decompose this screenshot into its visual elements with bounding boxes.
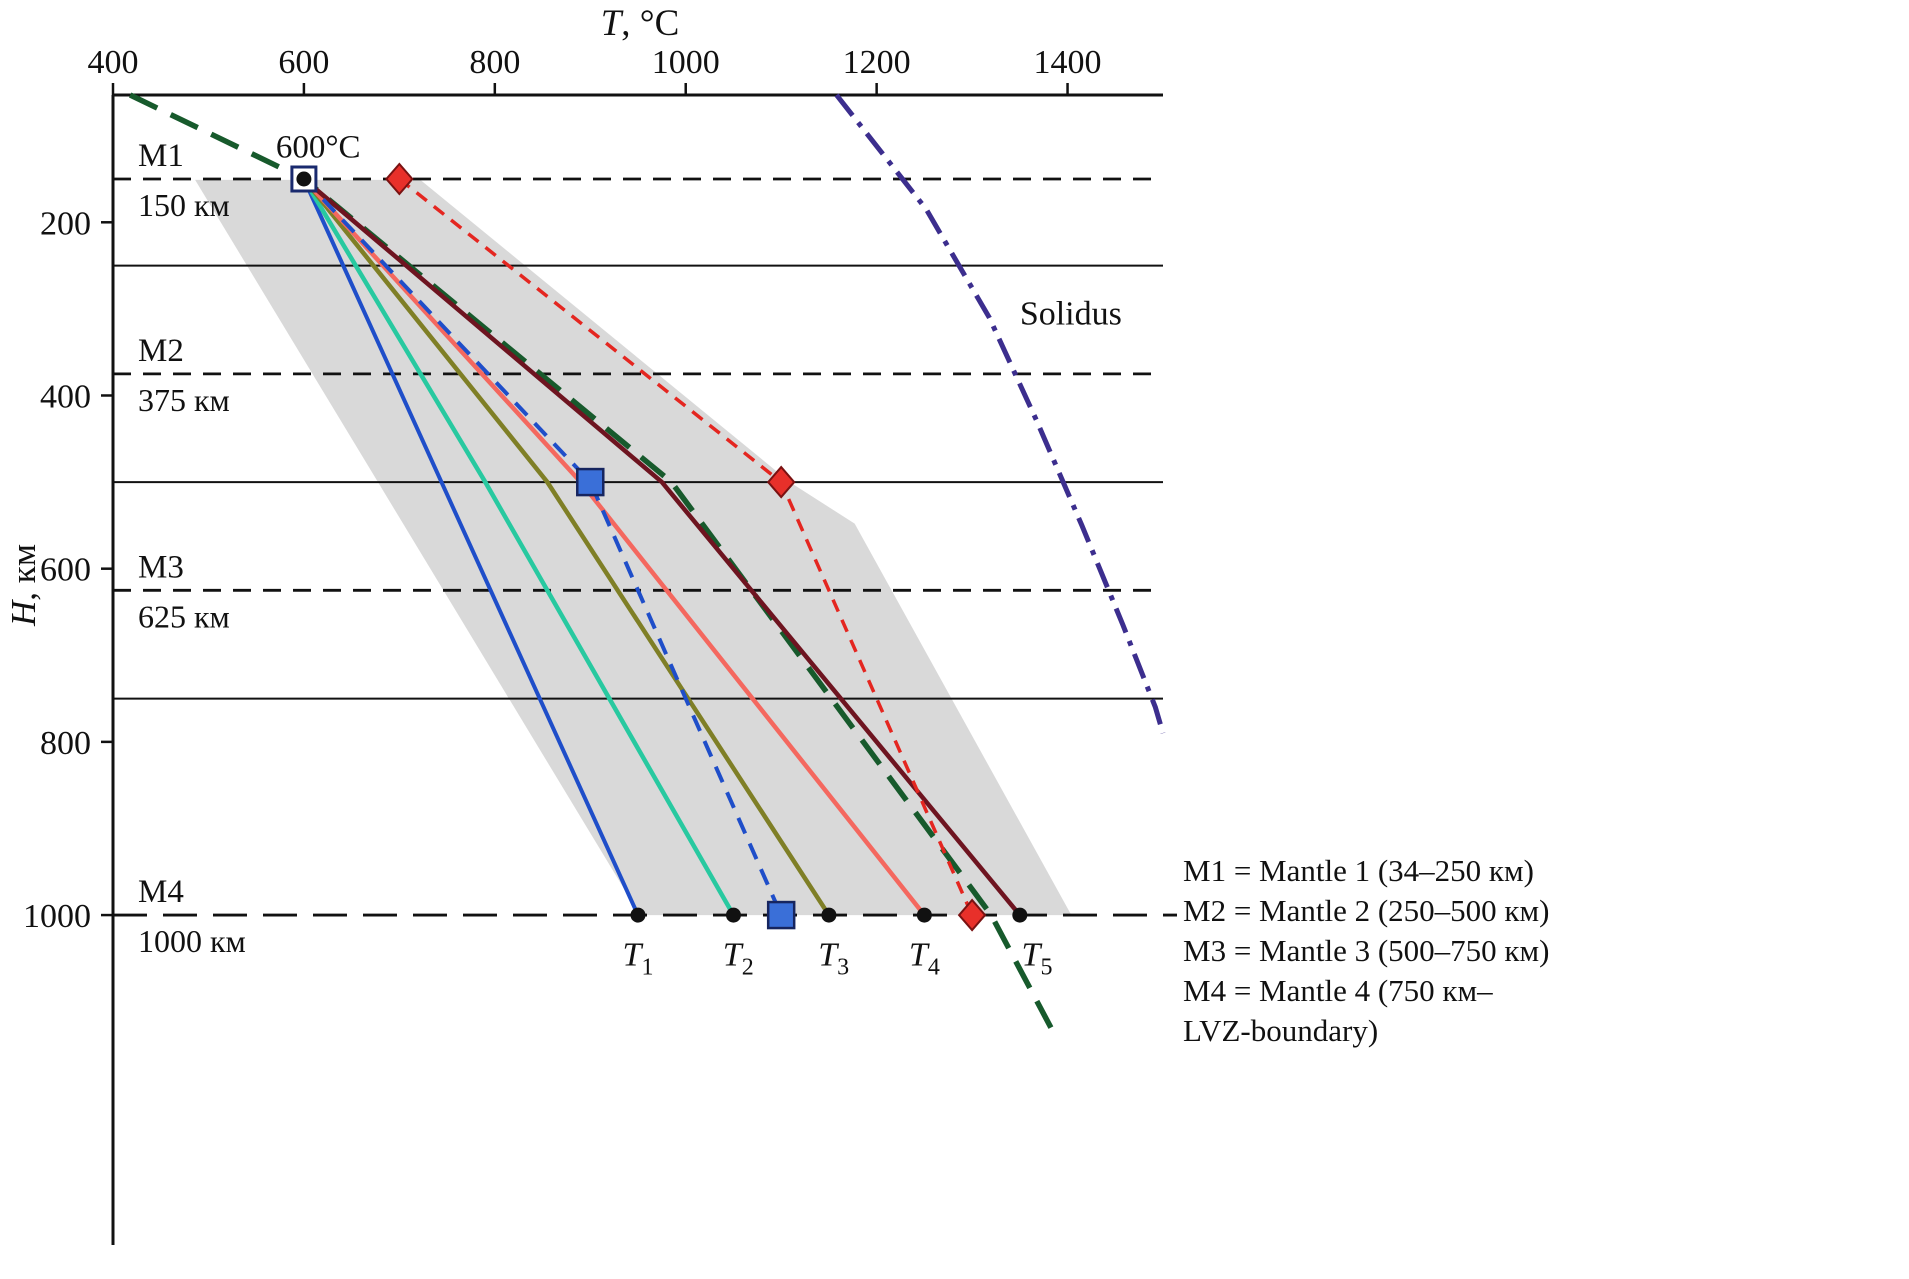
geotherm-T3-line	[302, 177, 831, 917]
diamond-marker	[957, 898, 987, 932]
layer-depth-label-m4: 1000 км	[138, 923, 246, 959]
end-label-T4: T4	[909, 936, 940, 980]
y-tick-label: 800	[40, 725, 91, 762]
geotherm-T2-line	[301, 177, 736, 917]
layer-label-m2: M2	[138, 333, 184, 369]
dot-marker	[725, 907, 741, 923]
end-label-T1: T1	[623, 936, 654, 980]
end-label-T5: T5	[1022, 936, 1053, 980]
x-axis-units: , °C	[621, 3, 680, 44]
y-axis-symbol: H	[4, 600, 43, 626]
dot-marker	[296, 171, 312, 187]
annotation-600c: 600°C	[276, 129, 361, 165]
x-tick-label: 1400	[1034, 44, 1102, 81]
square-marker	[766, 900, 796, 930]
x-axis-title: T, °C	[530, 2, 750, 45]
layer-depth-label-m3: 625 км	[138, 598, 230, 634]
legend-line-m4-cont: LVZ-boundary)	[1183, 1013, 1379, 1048]
legend-line-m3: M3 = Mantle 3 (500–750 км)	[1183, 933, 1550, 968]
y-axis-units: , км	[4, 544, 43, 601]
annotation-solidus: Solidus	[1020, 295, 1122, 332]
end-label-T2: T2	[723, 936, 754, 980]
y-tick-label: 400	[40, 378, 91, 415]
x-tick-label: 1000	[652, 44, 720, 81]
legend-line-m2: M2 = Mantle 2 (250–500 км)	[1183, 893, 1550, 928]
dot-marker	[630, 907, 646, 923]
diamond-marker	[385, 162, 414, 196]
geotherm-T5-line	[302, 177, 1022, 917]
geotherm-T1-line	[302, 178, 640, 916]
dot-marker	[1012, 907, 1028, 923]
x-tick-label: 1200	[843, 44, 911, 81]
y-axis-title: H, км	[4, 505, 44, 665]
diamond-marker	[766, 465, 796, 499]
x-tick-label: 800	[469, 44, 520, 81]
layer-depth-label-m2: 375 км	[138, 382, 230, 418]
x-tick-label: 400	[88, 44, 139, 81]
layer-label-m4: M4	[138, 874, 184, 910]
end-label-T3: T3	[818, 936, 849, 980]
dot-marker	[916, 907, 932, 923]
legend-line-m4: M4 = Mantle 4 (750 км–	[1183, 973, 1493, 1008]
legend: M1 = Mantle 1 (34–250 км) M2 = Mantle 2 …	[1183, 851, 1549, 1051]
y-tick-label: 600	[40, 552, 91, 589]
geotherm-blue-dashed-line	[302, 177, 784, 916]
layer-label-m3: M3	[138, 549, 184, 585]
x-axis-symbol: T	[600, 3, 622, 44]
layer-label-m1: M1	[138, 138, 184, 174]
x-tick-label: 600	[278, 44, 329, 81]
y-tick-label: 200	[40, 205, 91, 242]
layer-depth-label-m1: 150 км	[138, 187, 230, 223]
dot-marker	[821, 907, 837, 923]
square-marker	[576, 467, 605, 497]
legend-line-m1: M1 = Mantle 1 (34–250 км)	[1183, 853, 1534, 888]
solidus-line	[834, 93, 1166, 734]
y-tick-label: 1000	[23, 898, 91, 935]
